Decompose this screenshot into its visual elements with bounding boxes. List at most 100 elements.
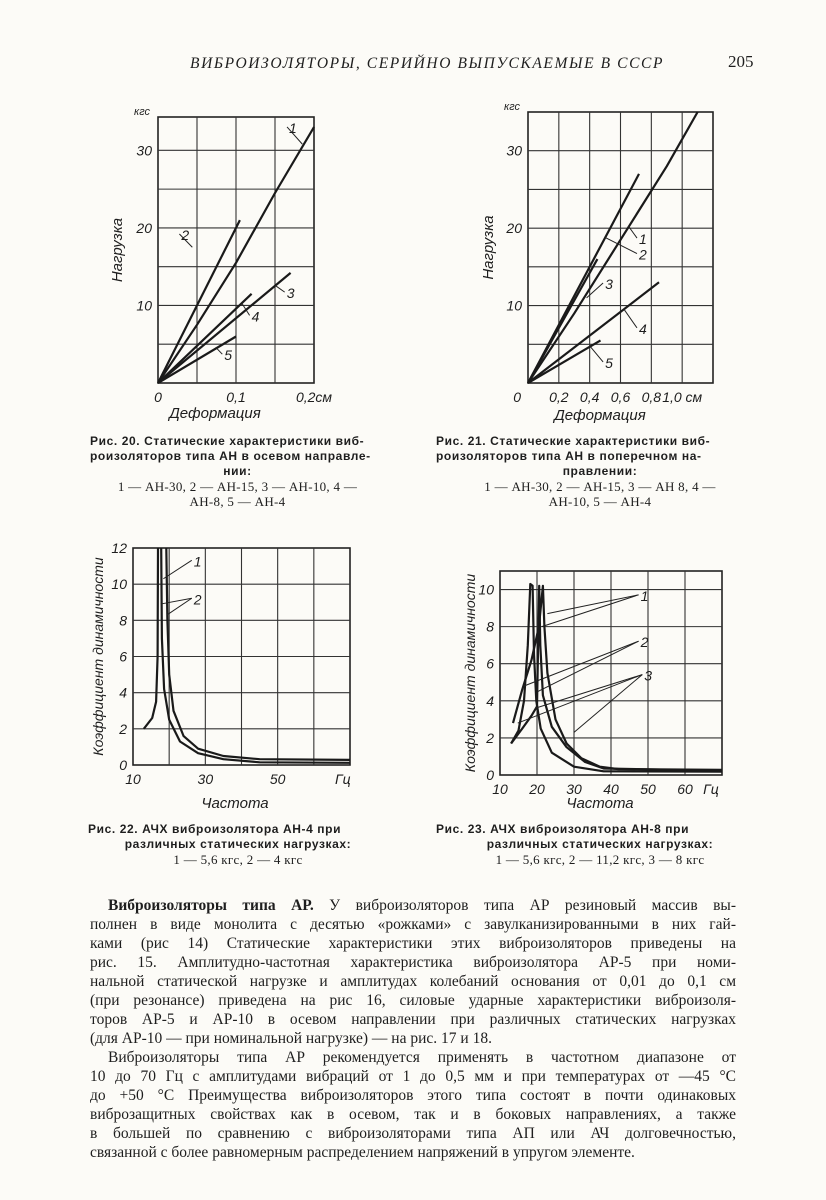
x-tick-label: 0,4	[580, 389, 600, 405]
y-axis-title: Нагрузка	[480, 215, 497, 279]
x-tick-label: 40	[603, 781, 619, 797]
leader-line	[241, 303, 251, 316]
x-tick-label: 1,0 см	[662, 389, 702, 405]
series-label: 2	[193, 591, 202, 607]
body-line: Виброизоляторы типа АР рекомендуется при…	[108, 1049, 736, 1066]
y-tick-label: 2	[485, 730, 494, 746]
x-axis-title: Частота	[566, 795, 633, 812]
body-line: Виброизоляторы типа АР. У виброизоляторо…	[90, 896, 736, 915]
legend-line: 1 — 5,6 кгс, 2 — 11,2 кгс, 3 — 8 кгс	[495, 852, 705, 867]
caption-line: нии:	[223, 464, 252, 478]
caption-line: различных статических нагрузках:	[124, 837, 352, 851]
section-heading: Виброизоляторы типа АР.	[108, 897, 314, 914]
page-number: 205	[728, 52, 754, 71]
caption-line: роизоляторов типа АН в осевом направле-	[90, 449, 371, 463]
series-line-2	[157, 219, 241, 384]
series-label: 1	[639, 231, 647, 247]
leader-line	[166, 597, 193, 616]
leader-line	[163, 559, 193, 580]
legend-line: АН-8, 5 — АН-4	[189, 494, 286, 509]
running-title: ВИБРОИЗОЛЯТОРЫ, СЕРИЙНО ВЫПУСКАЕМЫЕ В СС…	[190, 55, 665, 72]
y-tick-label: 6	[119, 649, 127, 665]
leader-line	[623, 308, 638, 329]
y-tick-label: 4	[486, 693, 494, 709]
body-line-text: У виброизоляторов типа АР резиновый масс…	[313, 897, 736, 914]
y-tick-label: 20	[505, 220, 522, 236]
series-label: 3	[605, 276, 613, 292]
x-tick-label: 30	[566, 781, 582, 797]
series-label: 3	[287, 285, 295, 301]
x-tick-label: Гц	[335, 771, 351, 787]
series-label: 4	[639, 321, 647, 337]
body-line: виброзащитных свойствах как в осевом, та…	[90, 1106, 736, 1123]
leader-line	[589, 345, 604, 363]
figure-23-caption: Рис. 23. АЧХ виброизолятора АН-8 при раз…	[436, 822, 764, 867]
body-line: торов АР-5 и АР-10 в осевом направлении …	[90, 1011, 736, 1028]
legend-line: 1 — АН-30, 2 — АН-15, 3 — АН-10, 4 —	[117, 479, 358, 494]
x-axis-title: Деформация	[167, 405, 261, 422]
body-line: (для АР-10 — при номинальной нагрузке) —…	[90, 1030, 492, 1047]
series-line-3	[157, 272, 292, 384]
series-label: 1	[289, 120, 297, 136]
body-line: до +50 °С Преимущества виброизоляторов э…	[90, 1087, 736, 1104]
y-tick-label: 30	[506, 143, 522, 159]
y-tick-label: 6	[486, 656, 494, 672]
y-tick-label: 30	[136, 142, 152, 158]
y-tick-label: 10	[111, 576, 127, 592]
series-line-3	[510, 584, 723, 772]
leader-line	[573, 674, 643, 733]
body-line: полнен в виде монолита с десятью «рожкам…	[90, 916, 736, 933]
x-tick-label: 0,6	[611, 389, 631, 405]
y-axis-title: Коэффициент динамичности	[90, 557, 106, 756]
y-tick-label: 10	[478, 582, 494, 598]
y-tick-label: 10	[136, 297, 152, 313]
leader-line	[160, 597, 192, 605]
legend-line: 1 — 5,6 кгс, 2 — 4 кгс	[173, 852, 303, 867]
series-line-1	[527, 111, 699, 384]
y-tick-label: 20	[135, 220, 152, 236]
caption-line: правлении:	[562, 464, 638, 478]
body-line: (при резонансе) приведена на рис 16, сил…	[90, 992, 736, 1009]
leader-line	[604, 236, 638, 255]
series-label: 5	[605, 355, 613, 371]
x-tick-label: 30	[198, 771, 214, 787]
leader-line	[627, 225, 638, 239]
body-line: связанной с более равномерным распределе…	[90, 1144, 635, 1161]
x-tick-label: 0,2	[549, 389, 569, 405]
series-line-4	[527, 281, 660, 384]
series-line-5	[527, 339, 602, 384]
y-tick-label: 8	[486, 619, 494, 635]
y-tick-label: 10	[506, 298, 522, 314]
caption-line: роизоляторов типа АН в поперечном на-	[436, 449, 702, 463]
leader-line	[547, 594, 639, 615]
series-label: 5	[224, 347, 232, 363]
body-line: рис. 15. Амплитудно-частотная характерис…	[90, 954, 736, 971]
y-tick-label: 0	[119, 757, 127, 773]
series-label: 2	[638, 247, 647, 263]
caption-line: Рис. 21. Статические характеристики виб-	[436, 434, 711, 448]
y-tick-label: 12	[111, 540, 127, 556]
x-tick-label: 50	[640, 781, 656, 797]
series-line-1	[165, 547, 351, 761]
leader-line	[523, 640, 639, 687]
body-line: ками (рис 14) Статические характеристики…	[90, 935, 736, 952]
x-axis-title: Частота	[201, 795, 268, 812]
leader-line	[179, 233, 193, 248]
figure-20-caption: Рис. 20. Статические характеристики виб-…	[90, 434, 385, 509]
x-tick-label: 0	[154, 389, 162, 405]
series-line-1	[157, 126, 315, 384]
y-unit-label: кгс	[134, 106, 150, 118]
series-line-2	[160, 547, 351, 764]
y-tick-label: 0	[486, 767, 494, 783]
series-line-1	[142, 547, 160, 730]
figure-21-caption: Рис. 21. Статические характеристики виб-…	[436, 434, 764, 509]
leader-line	[541, 594, 639, 628]
caption-line: Рис. 22. АЧХ виброизолятора АН-4 при	[88, 822, 342, 836]
series-label: 2	[180, 227, 189, 243]
leader-line	[215, 346, 223, 355]
series-label: 1	[641, 588, 649, 604]
x-axis-title: Деформация	[552, 407, 646, 424]
y-tick-label: 8	[119, 612, 127, 628]
x-tick-label: Гц	[703, 781, 719, 797]
